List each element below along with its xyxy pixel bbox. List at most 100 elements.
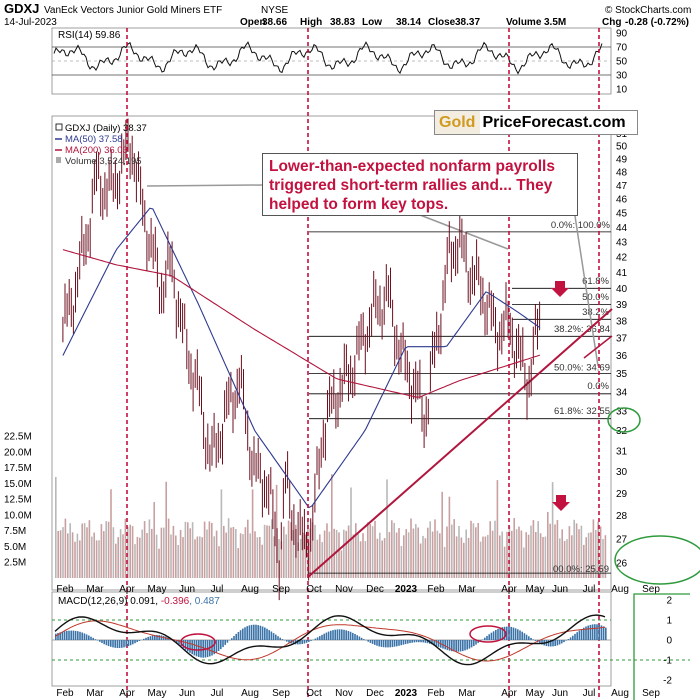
month-label-top-16: Jun: [552, 584, 568, 595]
volume-bar: [278, 539, 280, 578]
open-label: Open: [240, 17, 266, 28]
macd-hist-bar: [94, 639, 97, 640]
macd-hist-bar: [600, 625, 603, 640]
macd-hist-bar: [332, 630, 334, 640]
macd-hist-bar: [411, 640, 413, 643]
macd-hist-bar: [554, 640, 556, 646]
volume-bar: [381, 540, 383, 578]
rsi-tick-10: 10: [616, 85, 628, 96]
macd-hist-bar: [316, 637, 319, 640]
volume-bar: [415, 524, 417, 578]
price-tick-49: 49: [616, 154, 628, 165]
volume-bar: [532, 520, 535, 578]
month-label-bottom-6: Aug: [241, 688, 259, 699]
volume-bar: [215, 530, 218, 578]
price-tick-44: 44: [616, 223, 628, 234]
volume-bar: [103, 531, 105, 578]
macd-hist-bar: [376, 640, 378, 646]
month-label-bottom-19: Sep: [642, 688, 660, 699]
volume-bar: [189, 528, 191, 578]
volume-bar: [487, 535, 489, 578]
volume-bar: [247, 519, 249, 578]
volume-bar: [587, 532, 590, 578]
macd-hist-bar: [347, 631, 350, 640]
macd-hist-bar: [352, 632, 354, 640]
price-tick-38: 38: [616, 317, 628, 328]
volume-bar: [208, 521, 211, 578]
macd-hist-bar: [400, 640, 402, 646]
rsi-tick-50: 50: [616, 57, 628, 68]
volume-tick-17.5M: 17.5M: [4, 463, 32, 474]
macd-hist-bar: [303, 640, 306, 644]
volume-bar: [129, 524, 131, 578]
macd-hist-bar: [569, 637, 572, 640]
volume-bar: [513, 518, 515, 578]
macd-hist-bar: [385, 640, 387, 648]
fib-label-2: 50.0%: [582, 292, 609, 303]
volume-bar: [76, 533, 79, 578]
chg-label: Chg: [602, 17, 621, 28]
macd-hist-bar: [233, 636, 235, 640]
volume-bar: [59, 530, 62, 578]
volume-bar: [494, 520, 496, 578]
volume-bar: [79, 540, 81, 578]
macd-hist-bar: [211, 640, 213, 656]
volume-bar: [571, 535, 573, 578]
macd-name: MACD(12,26,9): [58, 596, 130, 607]
macd-hist-bar: [123, 640, 125, 648]
chart-date: 14-Jul-2023: [4, 17, 57, 28]
volume-bar: [88, 520, 91, 578]
macd-hist-bar: [464, 640, 466, 651]
volume-bar: [62, 527, 64, 578]
macd-hist-bar: [88, 635, 90, 640]
macd-hist-bar: [105, 640, 108, 646]
month-label-top-12: Feb: [427, 584, 445, 595]
fib-label-1: 61.8%: [582, 276, 609, 287]
macd-hist-bar: [235, 633, 237, 640]
month-label-bottom-10: Dec: [366, 688, 384, 699]
callout-line-2: triggered short-term rallies and... They: [269, 177, 553, 194]
volume-bar: [266, 525, 268, 578]
volume-bar: [431, 531, 434, 578]
macd-hist-bar: [253, 624, 255, 640]
macd-hist-bar: [301, 640, 303, 644]
volume-bar: [141, 529, 143, 578]
close-value: 38.37: [455, 17, 480, 28]
macd-hist-bar: [470, 640, 473, 648]
volume-bar: [539, 533, 542, 578]
high-value: 38.83: [330, 17, 355, 28]
month-label-top-11: 2023: [395, 584, 418, 595]
annotation-callout: Lower-than-expected nonfarm payrolls tri…: [262, 153, 578, 216]
macd-hist-bar: [587, 625, 589, 640]
volume-bar: [595, 530, 597, 578]
macd-hist-bar: [523, 633, 526, 640]
macd-hist-bar: [224, 640, 226, 645]
volume-bar: [506, 531, 508, 578]
macd-hist-bar: [83, 633, 86, 640]
volume-bar: [439, 533, 441, 578]
macd-hist-bar: [374, 640, 376, 645]
macd-hist-bar: [530, 637, 532, 640]
volume-bar: [575, 523, 578, 578]
volume-bar: [446, 526, 448, 578]
volume-bar: [530, 525, 532, 578]
volume-bar: [67, 533, 69, 578]
macd-hist-bar: [563, 640, 565, 643]
ma50-line: [62, 207, 541, 509]
macd-hist-bar: [521, 631, 523, 640]
macd-hist-bar: [107, 640, 110, 647]
volume-bar: [331, 474, 333, 578]
volume-bar: [441, 491, 443, 578]
price-tick-29: 29: [616, 489, 628, 500]
volume-bar: [527, 534, 530, 578]
macd-hist-bar: [387, 640, 389, 648]
volume-bar: [81, 523, 83, 578]
volume-bar: [340, 550, 343, 578]
volume-bar: [542, 537, 544, 578]
price-tick-27: 27: [616, 534, 628, 545]
macd-hist-bar: [433, 640, 435, 646]
volume-bar: [83, 523, 86, 578]
month-label-top-6: Aug: [241, 584, 259, 595]
macd-hist-bar: [578, 630, 581, 640]
macd-hist-bar: [138, 640, 141, 641]
